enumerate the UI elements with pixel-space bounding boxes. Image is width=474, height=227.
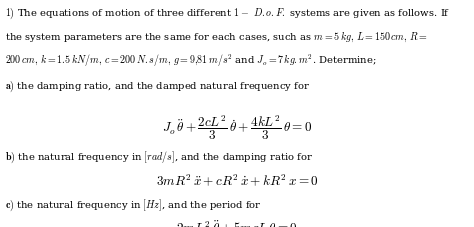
Text: $\mathbf{b)}$ the natural frequency in $[rad/s]$, and the damping ratio for: $\mathbf{b)}$ the natural frequency in $… [5, 149, 313, 164]
Text: $3mR^2\,\ddot{x}+cR^2\,\dot{x}+kR^2\,x=0$: $3mR^2\,\ddot{x}+cR^2\,\dot{x}+kR^2\,x=0… [155, 171, 319, 187]
Text: $J_o\,\ddot{\theta}+\dfrac{2cL^2}{3}\,\dot{\theta}+\dfrac{4kL^2}{3}\,\theta=0$: $J_o\,\ddot{\theta}+\dfrac{2cL^2}{3}\,\d… [162, 114, 312, 142]
Text: $2mL^2\,\ddot{\theta}+5mgL\,\theta=0$: $2mL^2\,\ddot{\theta}+5mgL\,\theta=0$ [176, 218, 298, 227]
Text: $200\,cm,\,k=1.5\,kN/m,\,c=200\,N.s/m,\,g=9{,}81\,m/s^2$ and $J_o=7\,kg.m^2$. De: $200\,cm,\,k=1.5\,kN/m,\,c=200\,N.s/m,\,… [5, 52, 376, 69]
Text: $\mathbf{1)}$ The equations of motion of three different $1-$ $D.o.F.$ systems a: $\mathbf{1)}$ The equations of motion of… [5, 7, 450, 21]
Text: $\mathbf{c)}$ the natural frequency in $[Hz]$, and the period for: $\mathbf{c)}$ the natural frequency in $… [5, 196, 261, 212]
Text: the system parameters are the same for each cases, such as $m=5\,kg,\,L=150\,cm,: the system parameters are the same for e… [5, 30, 428, 44]
Text: $\mathbf{a)}$ the damping ratio, and the damped natural frequency for: $\mathbf{a)}$ the damping ratio, and the… [5, 79, 310, 94]
